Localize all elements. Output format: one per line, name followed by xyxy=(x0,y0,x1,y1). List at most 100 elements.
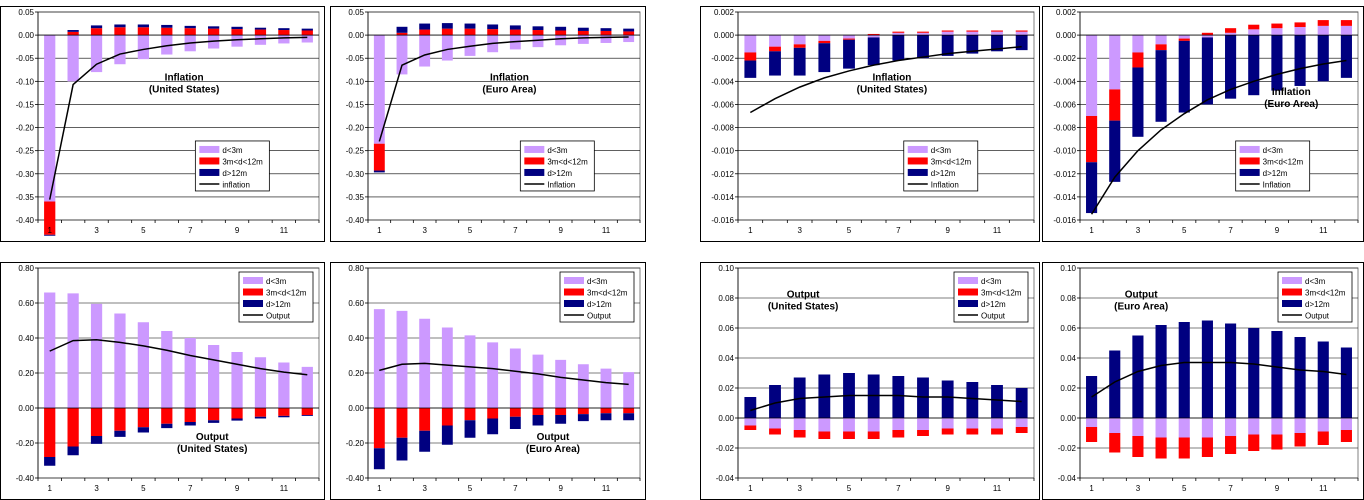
bar-long xyxy=(1132,67,1144,137)
bar-mid xyxy=(1201,32,1213,36)
y-tick-label: -0.004 xyxy=(1053,77,1076,86)
chart-annotation: Inflation xyxy=(1272,87,1311,98)
bar-long xyxy=(966,382,979,418)
bar-long xyxy=(67,446,79,456)
legend: d<3m 3m<d<12m d>12m Output xyxy=(238,271,314,323)
y-tick-label: -0.05 xyxy=(16,54,35,63)
bar-long xyxy=(991,385,1003,418)
x-tick-label: 3 xyxy=(94,226,99,235)
chart-inflation-us-right: 0.002 0.000 -0.002 -0.004 -0.006 -0.008 -0.010… xyxy=(700,6,1040,242)
bar-short xyxy=(1155,418,1167,438)
bar-short xyxy=(90,35,103,73)
x-tick-label: 1 xyxy=(748,226,753,235)
legend-swatch-short xyxy=(524,145,545,153)
bar-mid xyxy=(555,408,567,415)
legend-swatch-long xyxy=(199,168,220,176)
chart-annotation: (United States) xyxy=(768,301,839,312)
bar-short xyxy=(1294,27,1306,36)
y-tick-label: -0.25 xyxy=(346,147,365,156)
x-tick-label: 9 xyxy=(1275,484,1280,493)
x-tick-label: 5 xyxy=(468,484,473,493)
bar-long xyxy=(1340,347,1352,418)
x-tick-label: 11 xyxy=(602,226,611,235)
bar-short xyxy=(1317,418,1329,432)
x-tick-label: 1 xyxy=(47,484,52,493)
bar-short xyxy=(867,418,880,432)
x-tick-label: 9 xyxy=(235,484,240,493)
bar-short xyxy=(793,35,806,45)
line-inflation xyxy=(1090,59,1347,215)
legend-swatch-long xyxy=(1239,168,1260,176)
y-tick-label: -0.002 xyxy=(711,54,734,63)
legend-label: Inflation xyxy=(547,180,575,189)
bar-long xyxy=(555,26,567,31)
y-tick-label: 0.20 xyxy=(348,369,364,378)
bar-mid xyxy=(1248,24,1260,30)
bar-long xyxy=(1225,35,1237,99)
bar-mid xyxy=(623,31,635,36)
bar-mid xyxy=(509,29,521,36)
bar-short xyxy=(396,310,408,408)
bar-long xyxy=(67,30,79,32)
bar-long xyxy=(1109,120,1121,182)
bar-long xyxy=(1225,323,1237,418)
bar-long xyxy=(1201,320,1213,418)
x-tick-label: 9 xyxy=(558,226,563,235)
bar-long xyxy=(532,415,544,426)
y-tick-label: -0.006 xyxy=(711,100,734,109)
legend: d<3m 3m<d<12m d>12m Inflation xyxy=(1235,140,1311,192)
x-tick-label: 7 xyxy=(513,226,518,235)
legend-swatch-mid xyxy=(524,157,545,165)
legend-label: d>12m xyxy=(587,300,612,309)
legend-label: d>12m xyxy=(931,169,956,178)
bar-long xyxy=(1271,331,1283,418)
y-tick-label: -0.008 xyxy=(711,124,734,133)
bar-long xyxy=(1271,35,1283,91)
y-tick-label: -0.014 xyxy=(711,193,734,202)
legend: d<3m 3m<d<12m d>12m Output xyxy=(559,271,635,323)
x-tick-label: 7 xyxy=(896,226,901,235)
bar-long xyxy=(90,25,103,29)
y-tick-label: -0.20 xyxy=(16,124,35,133)
bar-mid xyxy=(396,408,408,438)
bar-long xyxy=(161,24,173,28)
bar-long xyxy=(441,23,453,29)
bar-long xyxy=(744,60,757,78)
y-tick-label: 0.40 xyxy=(18,334,34,343)
bar-mid xyxy=(1340,430,1352,442)
bar-long xyxy=(1109,350,1121,418)
bar-mid xyxy=(867,431,880,439)
y-tick-label: 0.002 xyxy=(1056,8,1077,17)
y-tick-label: 0.00 xyxy=(1060,414,1076,423)
bar-short xyxy=(1132,35,1144,53)
bar-mid xyxy=(966,30,979,32)
bar-long xyxy=(623,28,635,32)
bar-short xyxy=(867,35,880,38)
bar-mid xyxy=(441,28,453,36)
chart-annotation: Inflation xyxy=(490,73,529,84)
bar-mid xyxy=(744,425,757,430)
bar-long xyxy=(892,35,905,61)
bar-mid xyxy=(419,408,431,431)
y-tick-label: -0.02 xyxy=(716,444,735,453)
bar-short xyxy=(892,32,905,36)
bar-long xyxy=(577,27,589,31)
bar-mid xyxy=(278,30,290,36)
bar-mid xyxy=(577,408,589,415)
bar-long xyxy=(532,26,544,31)
bar-long xyxy=(231,26,243,30)
bar-long xyxy=(1015,35,1028,51)
bar-short xyxy=(1086,418,1098,427)
y-tick-label: -0.016 xyxy=(1053,216,1076,225)
bar-long xyxy=(917,35,929,59)
x-tick-label: 3 xyxy=(1136,226,1141,235)
legend-label: inflation xyxy=(222,180,250,189)
y-tick-label: -0.010 xyxy=(711,147,734,156)
bar-mid xyxy=(991,428,1003,435)
legend-swatch-short xyxy=(243,277,263,284)
bar-long xyxy=(301,28,313,31)
bar-short xyxy=(966,31,979,36)
legend-label: d<3m xyxy=(266,277,287,286)
bar-mid xyxy=(867,33,880,36)
y-tick-label: -0.20 xyxy=(346,439,365,448)
